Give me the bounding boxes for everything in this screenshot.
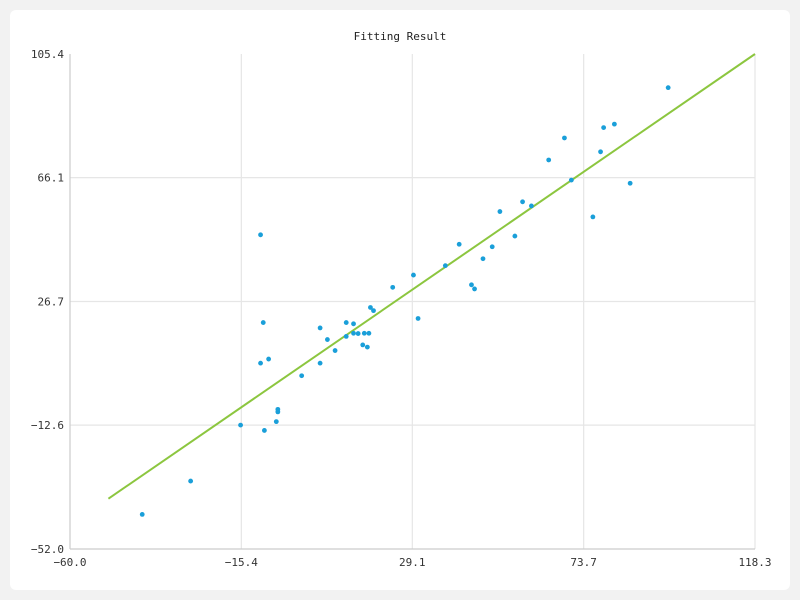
fit-line-layer	[107, 53, 756, 500]
scatter-point	[351, 330, 356, 336]
scatter-point	[368, 305, 373, 310]
x-tick-label: 118.3	[738, 556, 771, 569]
scatter-point	[390, 284, 396, 290]
scatter-point	[371, 308, 376, 314]
scatter-point	[258, 360, 263, 366]
scatter-point	[611, 121, 617, 127]
chart-title: Fitting Result	[354, 30, 447, 43]
scatter-point	[299, 373, 305, 379]
scatter-point	[332, 348, 338, 353]
scatter-point	[275, 406, 281, 412]
scatter-point	[598, 149, 603, 155]
scatter-point	[317, 325, 323, 331]
y-tick-label: 66.1	[38, 172, 65, 185]
scatter-point	[361, 330, 367, 336]
scatter-point	[590, 214, 596, 220]
chart-card: Fitting Result −60.0 −15.4 29.1 73.7 118.3 −5…	[10, 10, 790, 590]
scatter-point	[325, 337, 330, 342]
scatter-point	[415, 316, 421, 321]
scatter-point	[351, 321, 356, 327]
y-tick-label: −52.0	[31, 543, 64, 556]
axes	[69, 54, 755, 550]
scatter-points	[139, 85, 671, 517]
scatter-point	[343, 320, 349, 325]
scatter-point	[139, 512, 145, 517]
y-tick-label: 105.4	[31, 48, 64, 61]
scatter-point	[442, 263, 448, 269]
scatter-point	[273, 419, 279, 425]
scatter-point	[355, 331, 361, 336]
scatter-point	[258, 232, 263, 238]
grid	[70, 54, 756, 549]
scatter-point	[360, 342, 366, 348]
scatter-point	[261, 428, 267, 433]
y-tick-label: 26.7	[38, 296, 65, 309]
scatter-point	[456, 241, 462, 247]
y-tick-label: −12.6	[31, 419, 64, 432]
scatter-point	[364, 344, 370, 350]
fitting-result-chart: Fitting Result −60.0 −15.4 29.1 73.7 118.3 −5…	[31, 30, 772, 569]
scatter-point	[469, 282, 474, 288]
x-tick-label: 73.7	[570, 556, 597, 569]
scatter-point	[188, 478, 194, 484]
scatter-point	[601, 125, 607, 130]
scatter-point	[238, 422, 243, 428]
scatter-point	[489, 244, 495, 250]
tick-labels: −60.0 −15.4 29.1 73.7 118.3 −52.0 −12.6 26.7 66.…	[31, 48, 772, 569]
scatter-point	[411, 272, 416, 278]
scatter-point	[512, 233, 518, 239]
scatter-point	[562, 135, 567, 141]
scatter-point	[529, 203, 534, 209]
x-tick-label: −15.4	[225, 556, 258, 569]
scatter-point	[266, 356, 272, 362]
scatter-point	[627, 180, 633, 186]
scatter-point	[665, 85, 671, 91]
x-tick-label: −60.0	[53, 556, 86, 569]
scatter-point	[366, 330, 372, 336]
fit-line	[107, 53, 756, 500]
scatter-point	[568, 177, 574, 183]
scatter-point	[343, 334, 349, 339]
scatter-point	[546, 157, 552, 163]
scatter-point	[480, 256, 486, 262]
scatter-point	[520, 199, 525, 205]
scatter-point	[260, 320, 266, 325]
scatter-point	[472, 286, 477, 292]
x-tick-label: 29.1	[399, 556, 426, 569]
scatter-point	[317, 360, 323, 366]
scatter-point	[497, 209, 503, 214]
